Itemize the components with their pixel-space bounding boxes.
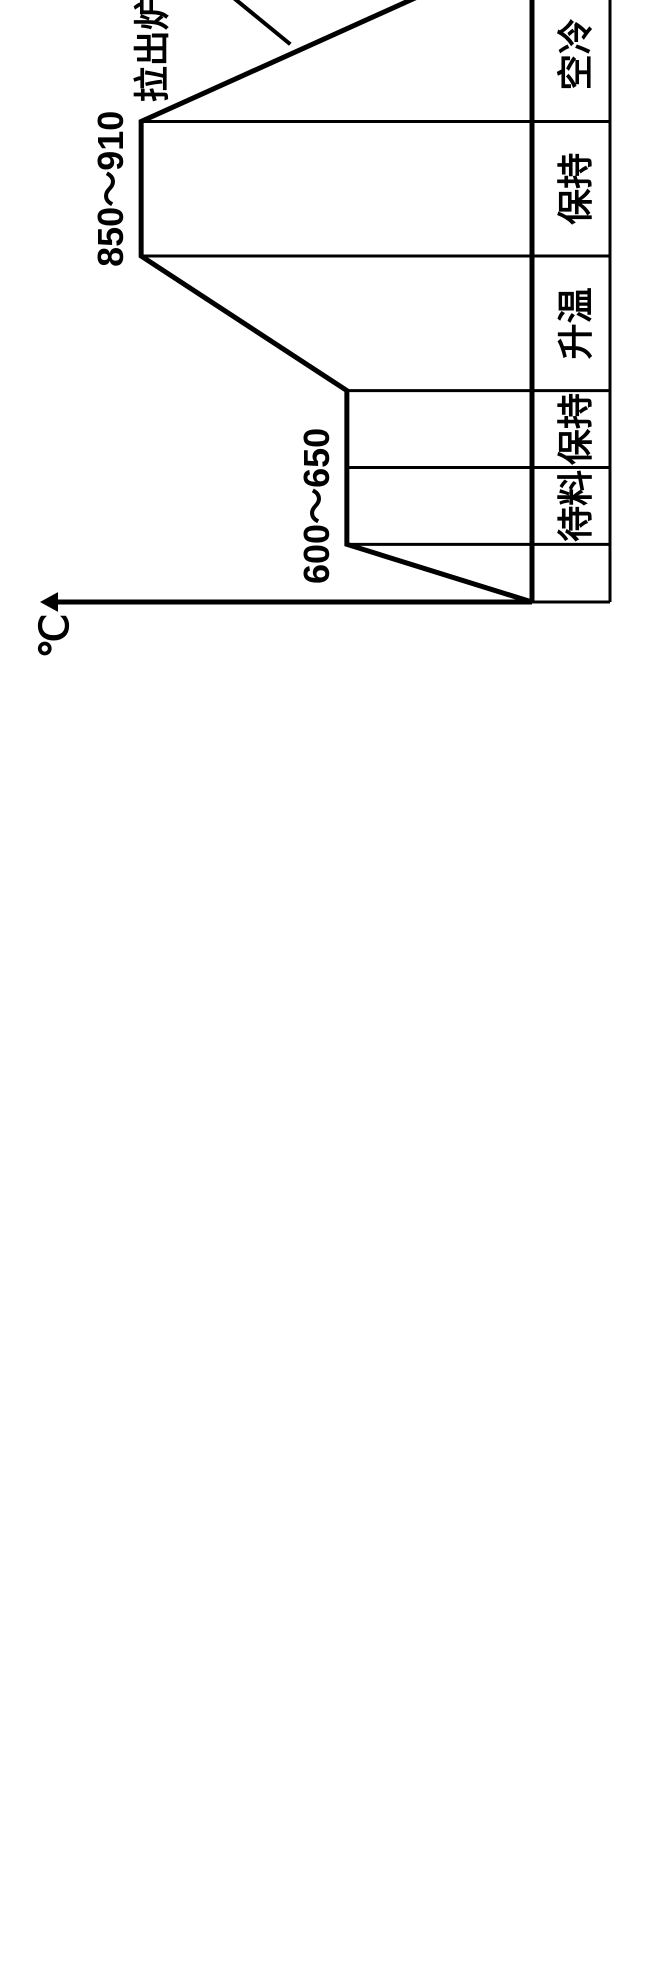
- stage-label: 待料: [555, 470, 596, 542]
- stage-label: 保持: [555, 393, 596, 465]
- annotation-label: 拉出炉台空冷: [131, 0, 172, 102]
- temp-label: 850～910: [90, 111, 131, 267]
- stage-label: 保持: [555, 153, 596, 225]
- stage-label: 升温: [555, 287, 596, 359]
- y-axis-label: ℃: [33, 614, 77, 659]
- temp-label: 600～650: [296, 428, 337, 584]
- stage-label: 空冷: [555, 18, 596, 90]
